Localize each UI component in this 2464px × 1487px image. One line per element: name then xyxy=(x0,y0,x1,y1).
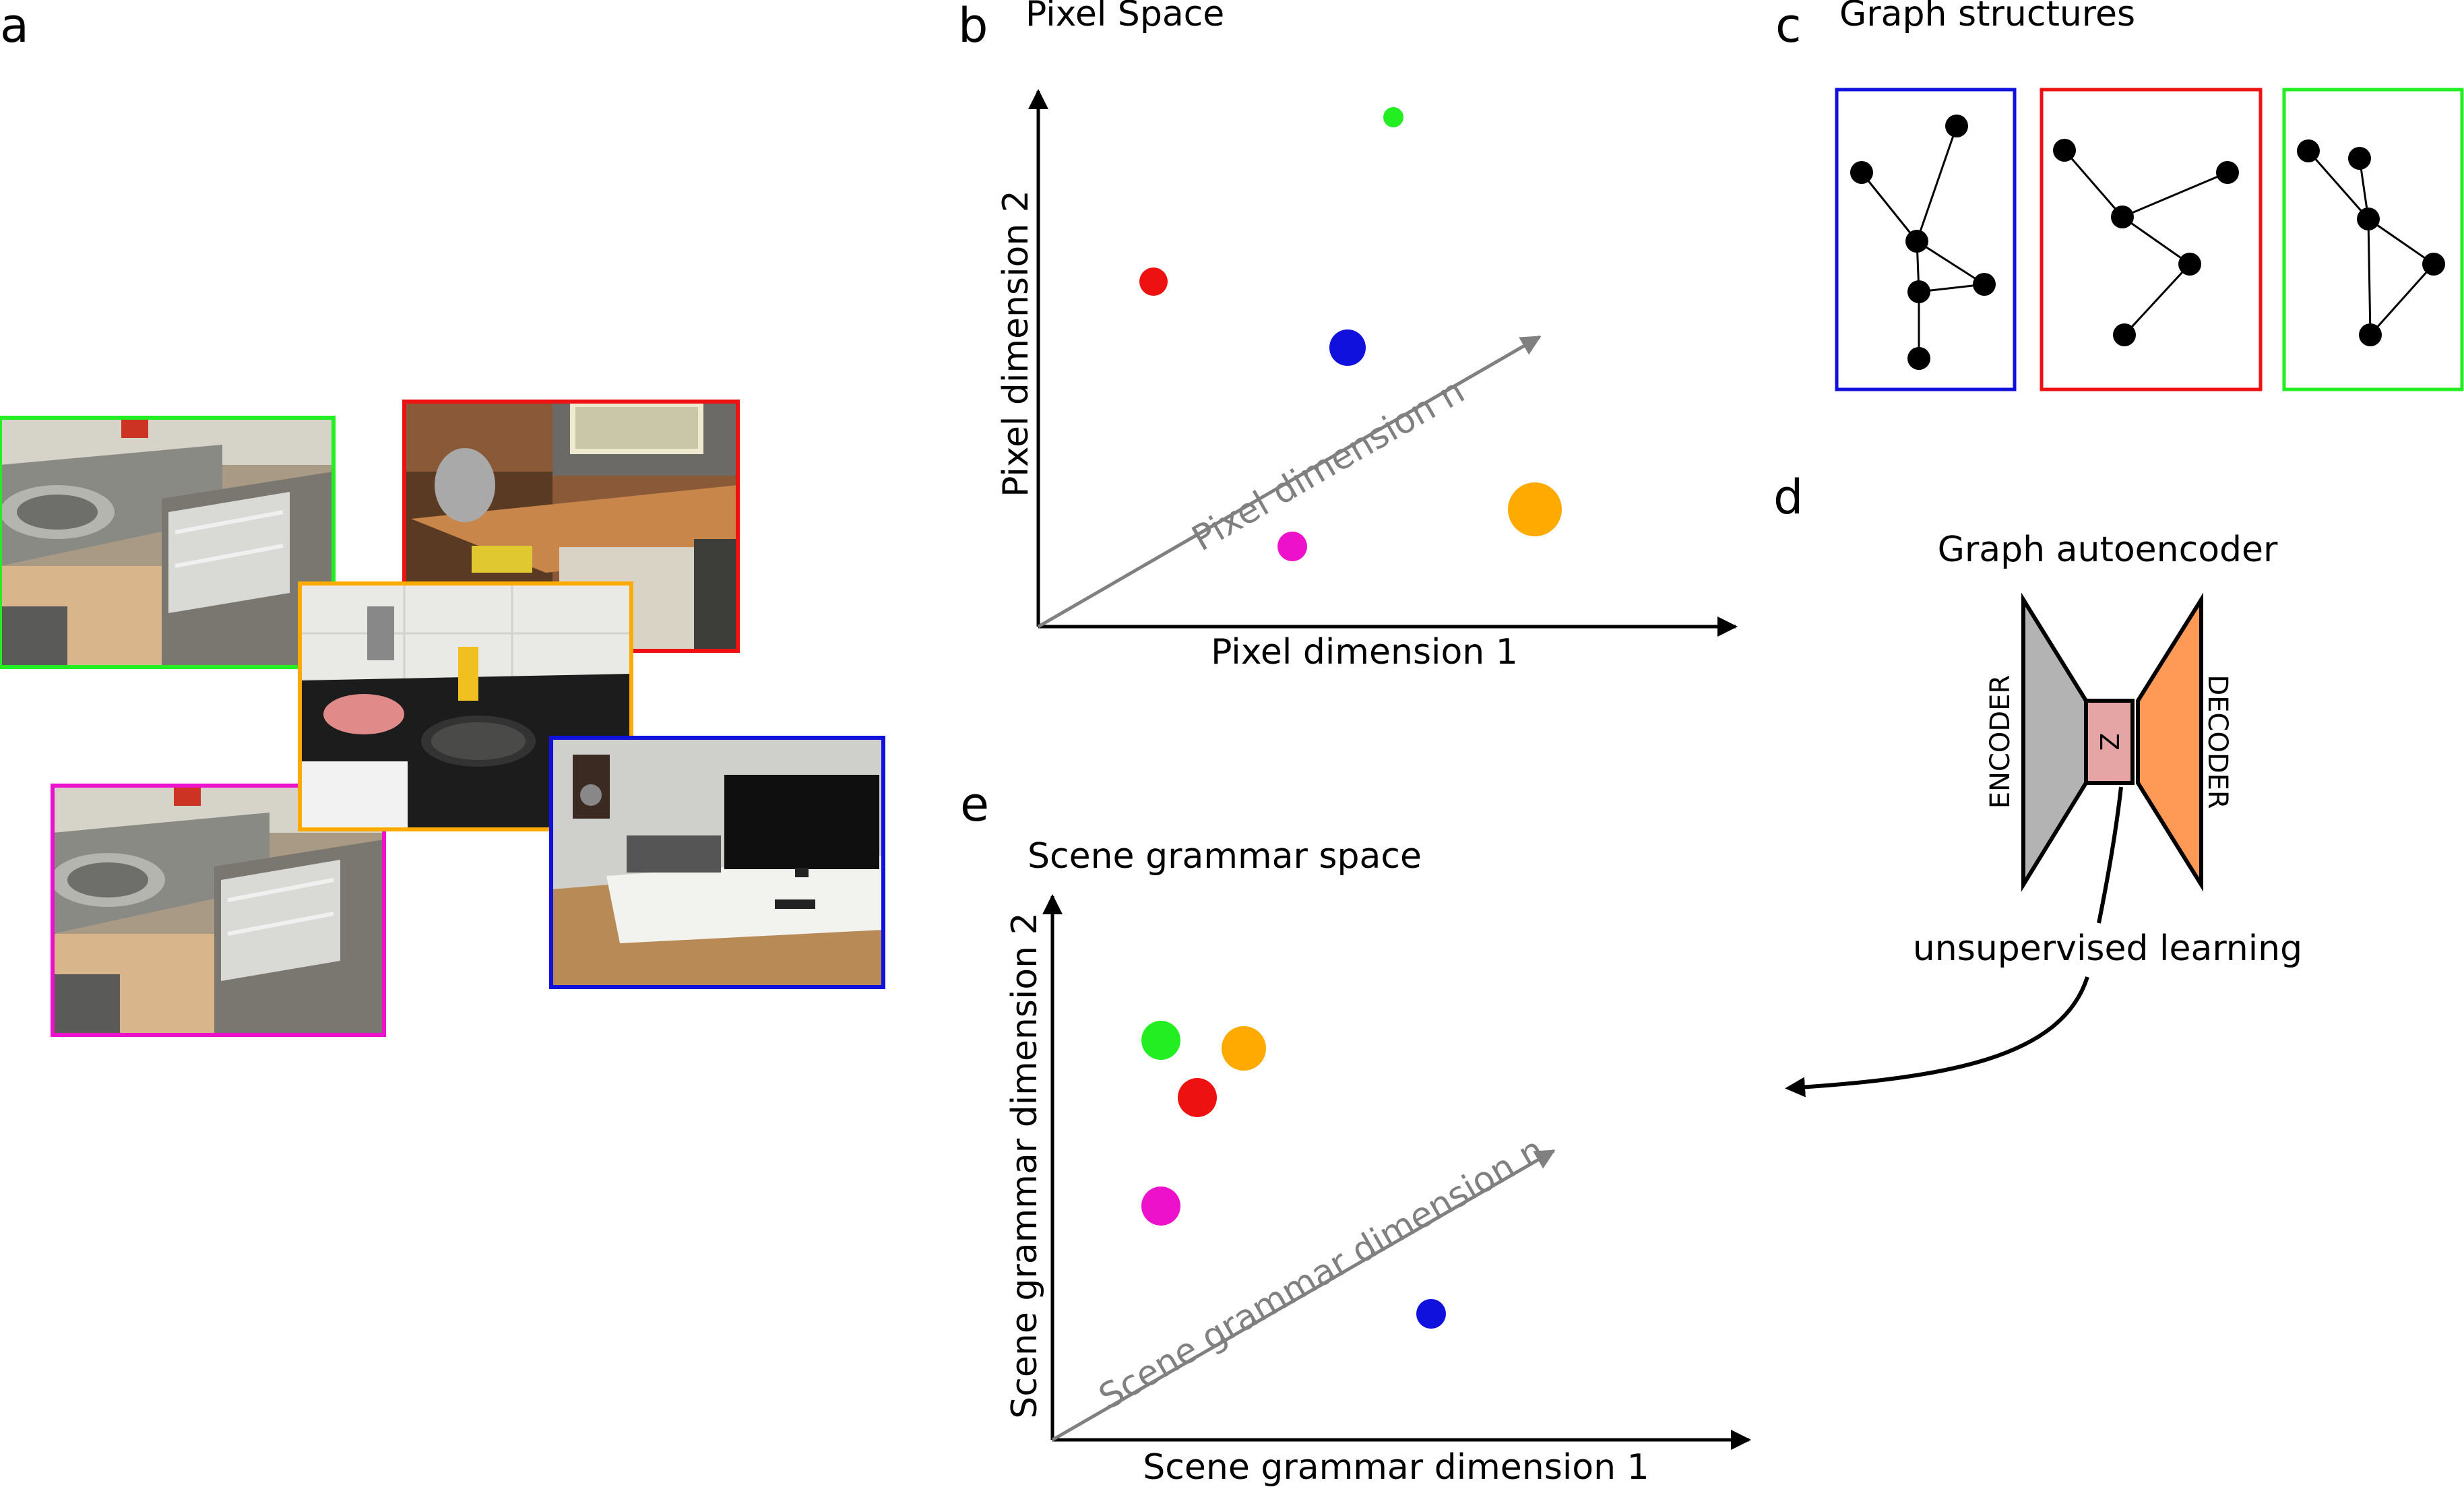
pixel-x-label: Pixel dimension 1 xyxy=(1211,632,1518,672)
scene-point-magenta xyxy=(1141,1187,1180,1226)
photo-blue-living-room xyxy=(551,738,883,987)
latent-connector xyxy=(2097,786,2123,924)
graph-frame-red xyxy=(2040,88,2263,391)
autoencoder-title: Graph autoencoder xyxy=(1938,530,2278,570)
scene-y-label: Scene grammar dimension 2 xyxy=(1005,912,1045,1418)
encoder-label: ENCODER xyxy=(1985,675,2016,809)
pixel-y-label: Pixel dimension 2 xyxy=(996,190,1036,497)
graph-structures-title: Graph structures xyxy=(1839,0,2135,34)
pixel-point-blue xyxy=(1329,329,1366,366)
panel-letter-c: c xyxy=(1775,0,1802,53)
scene-grammar-title: Scene grammar space xyxy=(1028,836,1422,877)
scene-point-blue xyxy=(1416,1299,1446,1329)
pixel-point-orange xyxy=(1508,482,1562,536)
graph-green xyxy=(2282,88,2464,391)
photo-green-kitchen-sink xyxy=(0,418,334,667)
pixel-z-label: Pixel dimension n xyxy=(1185,371,1472,559)
pixel-point-red xyxy=(1139,267,1168,296)
panel-letter-b: b xyxy=(958,0,988,53)
pixel-space-title: Pixel Space xyxy=(1025,0,1224,34)
latent-z-label: Z xyxy=(2094,733,2124,751)
scene-x-label: Scene grammar dimension 1 xyxy=(1143,1447,1649,1487)
scene-z-label: Scene grammar dimension n xyxy=(1092,1129,1551,1418)
learning-arrow xyxy=(1785,976,2089,1098)
photo-collage xyxy=(0,400,885,1037)
photo-frame-orange xyxy=(298,581,633,831)
pixel-point-green xyxy=(1383,107,1403,127)
encoder-block xyxy=(2021,592,2088,892)
graph-frame-green xyxy=(2282,88,2464,391)
graph-frame-blue xyxy=(1835,88,2017,391)
scene-z-axis xyxy=(1051,1149,1556,1442)
photo-magenta-kitchen-sink xyxy=(51,786,384,1035)
photo-frame-blue xyxy=(549,736,885,989)
unsupervised-learning-label: unsupervised learning xyxy=(1913,928,2302,969)
decoder-block xyxy=(2136,592,2203,892)
scene-point-green xyxy=(1141,1021,1180,1060)
graph-red xyxy=(2040,88,2263,391)
photo-frame-green xyxy=(0,416,336,669)
scene-point-orange xyxy=(1222,1026,1266,1071)
panel-letter-d: d xyxy=(1773,470,1803,525)
scene-point-red xyxy=(1178,1078,1217,1117)
graph-blue xyxy=(1835,88,2017,391)
photo-frame-magenta xyxy=(51,784,386,1037)
decoder-label: DECODER xyxy=(2202,674,2233,809)
pixel-z-axis xyxy=(1037,335,1542,629)
pixel-point-magenta xyxy=(1277,532,1307,561)
latent-z-block xyxy=(2084,699,2135,785)
panel-letter-a: a xyxy=(0,0,29,53)
panel-letter-e: e xyxy=(960,777,989,832)
